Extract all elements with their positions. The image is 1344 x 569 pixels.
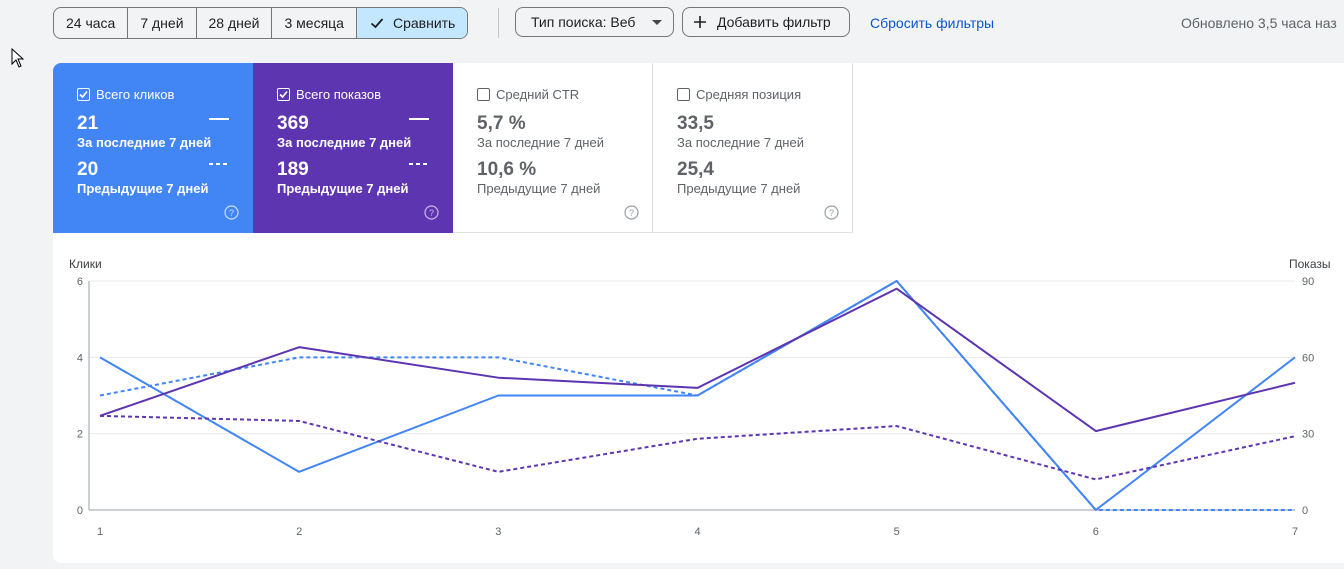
metric-previous-value: 25,4 bbox=[677, 159, 714, 180]
checkbox-unchecked-icon[interactable] bbox=[677, 88, 690, 101]
right-axis-title: Показы bbox=[1289, 257, 1331, 271]
metric-current-value: 5,7 % bbox=[477, 113, 526, 134]
help-icon[interactable]: ? bbox=[424, 205, 439, 220]
metric-current-label: За последние 7 дней bbox=[677, 135, 804, 150]
performance-panel: Всего кликов 21 За последние 7 дней 20 П… bbox=[53, 63, 1344, 563]
checkbox-checked-icon[interactable] bbox=[77, 88, 90, 101]
add-filter-label: Добавить фильтр bbox=[717, 14, 831, 30]
series-line-4 bbox=[99, 414, 1296, 481]
left-axis-tick: 4 bbox=[77, 352, 83, 364]
search-type-label: Тип поиска: Веб bbox=[531, 14, 636, 30]
right-axis-tick: 60 bbox=[1302, 352, 1314, 364]
metric-current-value: 33,5 bbox=[677, 113, 714, 134]
x-axis-tick: 4 bbox=[694, 526, 700, 538]
left-axis-title: Клики bbox=[69, 257, 102, 271]
metric-previous-label: Предыдущие 7 дней bbox=[677, 181, 801, 196]
plus-icon bbox=[694, 16, 706, 28]
metric-header: Всего показов bbox=[277, 87, 381, 102]
date-range-selector: 24 часа 7 дней 28 дней 3 месяца Сравнить bbox=[53, 7, 469, 39]
metric-previous-value: 189 bbox=[277, 159, 309, 180]
right-axis-tick: 30 bbox=[1302, 429, 1314, 441]
left-axis-tick: 2 bbox=[77, 429, 83, 441]
svg-text:?: ? bbox=[629, 208, 634, 218]
x-axis-tick: 1 bbox=[97, 526, 103, 538]
toolbar-divider bbox=[498, 8, 499, 38]
mouse-pointer-icon bbox=[11, 48, 25, 68]
metric-current-label: За последние 7 дней bbox=[477, 135, 604, 150]
metric-header: Всего кликов bbox=[77, 87, 174, 102]
series-line-2 bbox=[99, 280, 1295, 511]
svg-text:?: ? bbox=[429, 208, 434, 218]
left-axis-tick: 6 bbox=[77, 276, 83, 288]
metric-title: Всего кликов bbox=[96, 87, 175, 102]
metric-card-position[interactable]: Средняя позиция 33,5 За последние 7 дней… bbox=[653, 63, 853, 233]
reset-filters-link[interactable]: Сбросить фильтры bbox=[870, 15, 995, 31]
legend-dashed-line bbox=[209, 163, 229, 165]
metric-title: Средняя позиция bbox=[696, 87, 802, 102]
metric-current-label: За последние 7 дней bbox=[77, 135, 212, 150]
metric-card-ctr[interactable]: Средний CTR 5,7 % За последние 7 дней 10… bbox=[453, 63, 653, 233]
help-icon[interactable]: ? bbox=[624, 205, 639, 220]
check-icon bbox=[370, 18, 384, 29]
search-type-dropdown[interactable]: Тип поиска: Веб bbox=[515, 7, 674, 37]
metric-card-clicks[interactable]: Всего кликов 21 За последние 7 дней 20 П… bbox=[53, 63, 253, 233]
metric-previous-label: Предыдущие 7 дней bbox=[477, 181, 601, 196]
series-line-3 bbox=[99, 287, 1296, 433]
range-24h-button[interactable]: 24 часа bbox=[54, 8, 129, 38]
metric-previous-value: 10,6 % bbox=[477, 159, 537, 180]
left-axis-tick: 0 bbox=[77, 505, 83, 517]
x-axis-tick: 2 bbox=[296, 526, 302, 538]
x-axis-tick: 3 bbox=[495, 526, 501, 538]
checkbox-checked-icon[interactable] bbox=[277, 88, 290, 101]
metric-previous-label: Предыдущие 7 дней bbox=[277, 181, 409, 196]
help-icon[interactable]: ? bbox=[824, 205, 839, 220]
legend-solid-line bbox=[409, 118, 429, 120]
add-filter-button[interactable]: Добавить фильтр bbox=[682, 7, 850, 37]
range-3m-button[interactable]: 3 месяца bbox=[272, 8, 357, 38]
svg-text:?: ? bbox=[229, 208, 234, 218]
range-28d-button[interactable]: 28 дней bbox=[197, 8, 273, 38]
x-axis-tick: 6 bbox=[1093, 526, 1099, 538]
checkbox-unchecked-icon[interactable] bbox=[477, 88, 490, 101]
metric-card-impressions[interactable]: Всего показов 369 За последние 7 дней 18… bbox=[253, 63, 453, 233]
svg-text:?: ? bbox=[829, 208, 834, 218]
updated-status: Обновлено 3,5 часа наз bbox=[1181, 15, 1337, 31]
metric-title: Всего показов bbox=[296, 87, 381, 102]
legend-dashed-line bbox=[409, 163, 429, 165]
metric-title: Средний CTR bbox=[496, 87, 580, 102]
right-axis-tick: 90 bbox=[1302, 276, 1314, 288]
metric-current-label: За последние 7 дней bbox=[277, 135, 412, 150]
compare-label: Сравнить bbox=[392, 15, 456, 31]
help-icon[interactable]: ? bbox=[224, 205, 239, 220]
metric-current-value: 369 bbox=[277, 113, 309, 134]
metric-current-value: 21 bbox=[77, 113, 99, 134]
metric-previous-label: Предыдущие 7 дней bbox=[77, 181, 209, 196]
legend-solid-line bbox=[209, 118, 229, 120]
metric-previous-value: 20 bbox=[77, 159, 99, 180]
dropdown-arrow-icon bbox=[652, 20, 662, 25]
range-7d-button[interactable]: 7 дней bbox=[128, 8, 197, 38]
metric-header: Средний CTR bbox=[477, 87, 579, 102]
x-axis-tick: 7 bbox=[1292, 526, 1298, 538]
right-axis-tick: 0 bbox=[1302, 505, 1308, 517]
compare-button[interactable]: Сравнить bbox=[356, 8, 468, 38]
metric-header: Средняя позиция bbox=[677, 87, 801, 102]
x-axis-tick: 5 bbox=[894, 526, 900, 538]
